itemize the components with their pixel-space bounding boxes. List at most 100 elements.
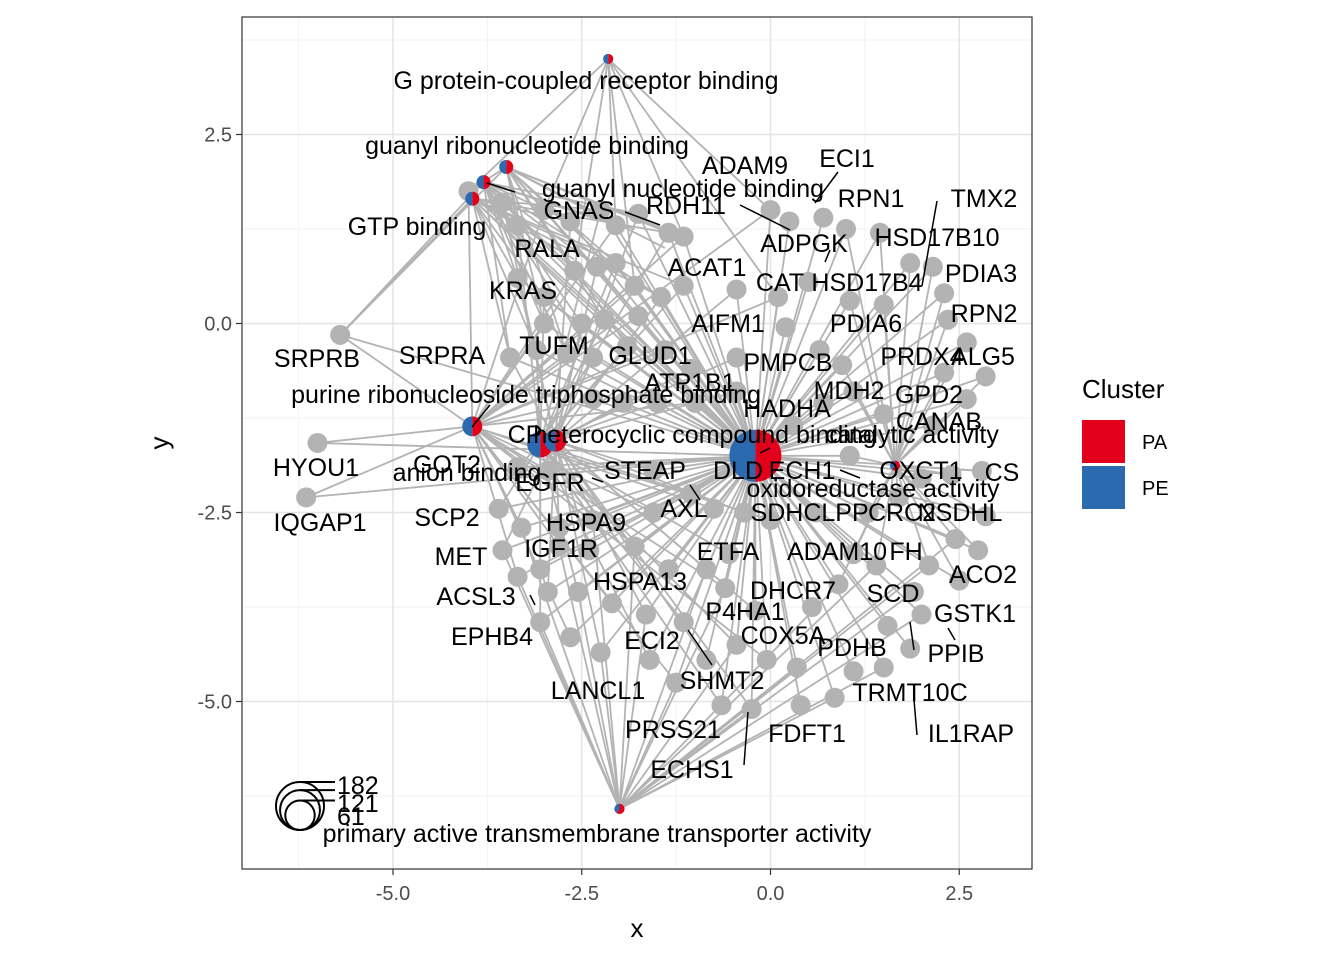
gene-label: ECH1 bbox=[769, 457, 836, 485]
gene-node bbox=[492, 540, 512, 560]
gene-node bbox=[538, 582, 558, 602]
gene-label: PDIA6 bbox=[830, 310, 902, 338]
gene-label: IGF1R bbox=[524, 535, 598, 563]
gene-label: CS bbox=[985, 459, 1020, 487]
gene-label: IL1RAP bbox=[928, 720, 1014, 748]
gene-label: ADPGK bbox=[760, 230, 848, 258]
gene-label: OXCT1 bbox=[879, 457, 962, 485]
gene-label: AIFM1 bbox=[691, 310, 765, 338]
gene-label: SRPRB bbox=[274, 345, 360, 373]
gene-node bbox=[636, 605, 656, 625]
gene-node bbox=[832, 355, 852, 375]
gene-label: LANCL1 bbox=[551, 677, 646, 705]
gene-label: COX5A bbox=[741, 622, 826, 650]
gene-label: IQGAP1 bbox=[273, 509, 366, 537]
gene-label: HADHA bbox=[743, 395, 831, 423]
gene-node bbox=[628, 306, 648, 326]
gene-label: HSD17B10 bbox=[874, 224, 999, 252]
gene-label: ETFA bbox=[697, 538, 760, 566]
gene-label: GNAS bbox=[544, 197, 615, 225]
gene-label: AXL bbox=[660, 495, 707, 523]
gene-label: FH bbox=[889, 538, 922, 566]
gene-label: SRPRA bbox=[399, 342, 485, 370]
cluster-legend: ClusterPAPE bbox=[1082, 374, 1169, 509]
gene-node bbox=[742, 699, 762, 719]
x-axis-title: x bbox=[631, 913, 644, 943]
gene-label: SDHC bbox=[751, 499, 822, 527]
gene-node bbox=[296, 487, 316, 507]
gene-label: PDHB bbox=[817, 634, 886, 662]
gene-label: DLD bbox=[713, 457, 763, 485]
x-tick-label: 0.0 bbox=[757, 883, 785, 905]
gene-label: NSDHL bbox=[918, 499, 1003, 527]
gene-node bbox=[968, 540, 988, 560]
gene-label: FDFT1 bbox=[768, 720, 846, 748]
gene-label: RPN2 bbox=[951, 300, 1018, 328]
y-axis-title: y bbox=[144, 437, 174, 450]
category-label: GTP binding bbox=[348, 213, 487, 241]
y-tick-label: -5.0 bbox=[198, 692, 232, 714]
gene-node bbox=[560, 627, 580, 647]
y-tick-label: -2.5 bbox=[198, 503, 232, 525]
gene-node bbox=[606, 253, 626, 273]
gene-label: PPIB bbox=[928, 640, 985, 668]
gene-node bbox=[945, 529, 965, 549]
category-node bbox=[465, 192, 479, 206]
gene-node bbox=[602, 593, 622, 613]
gene-node bbox=[776, 317, 796, 337]
gene-node bbox=[587, 257, 607, 277]
gene-label: SCD bbox=[867, 580, 920, 608]
gene-node bbox=[825, 688, 845, 708]
plot-panel: G protein-coupled receptor bindingguanyl… bbox=[242, 17, 1032, 869]
gene-label: ATP1B1 bbox=[644, 369, 735, 397]
gene-node bbox=[651, 287, 671, 307]
gene-label: RPN1 bbox=[838, 185, 905, 213]
gene-label: EPHB4 bbox=[451, 623, 533, 651]
gene-label: KRAS bbox=[489, 277, 557, 305]
category-label: primary active transmembrane transporter… bbox=[323, 820, 872, 848]
size-legend-label: 61 bbox=[337, 803, 365, 831]
gene-label: GOT2 bbox=[413, 451, 481, 479]
gene-label: EGFR bbox=[515, 469, 584, 497]
gene-node bbox=[530, 612, 550, 632]
gene-label: GSTK1 bbox=[934, 600, 1016, 628]
gene-label: STEAP bbox=[604, 457, 686, 485]
gene-label: PRSS21 bbox=[625, 716, 721, 744]
gene-label: ACAT1 bbox=[668, 254, 747, 282]
legend-title: Cluster bbox=[1082, 374, 1165, 404]
gene-node bbox=[591, 642, 611, 662]
x-tick-label: 2.5 bbox=[945, 883, 973, 905]
category-node bbox=[499, 160, 513, 174]
category-node bbox=[614, 804, 624, 814]
gene-label: ACSL3 bbox=[436, 583, 515, 611]
gene-label: HSPA9 bbox=[546, 509, 626, 537]
gene-node bbox=[791, 695, 811, 715]
gene-node bbox=[308, 433, 328, 453]
gene-node bbox=[594, 310, 614, 330]
gene-label: HSD17B4 bbox=[811, 269, 922, 297]
gene-label: SHMT2 bbox=[680, 667, 765, 695]
gene-node bbox=[779, 211, 799, 231]
gene-node bbox=[572, 314, 592, 334]
category-label: G protein-coupled receptor binding bbox=[394, 67, 779, 95]
gene-node bbox=[727, 279, 747, 299]
gene-label: CAT bbox=[756, 269, 804, 297]
legend-key-pe bbox=[1082, 466, 1125, 509]
y-tick-label: 0.0 bbox=[204, 314, 232, 336]
gene-node bbox=[568, 582, 588, 602]
gene-label: RALA bbox=[514, 235, 580, 263]
gene-label: PMPCB bbox=[744, 349, 833, 377]
legend-label-pa: PA bbox=[1142, 432, 1168, 454]
gene-label: TMX2 bbox=[951, 185, 1018, 213]
gene-label: ACO2 bbox=[949, 561, 1017, 589]
gene-node bbox=[489, 499, 509, 519]
gene-label: PDIA3 bbox=[945, 260, 1017, 288]
gene-node bbox=[564, 261, 584, 281]
gene-node bbox=[492, 193, 512, 213]
gene-label: SCP2 bbox=[414, 504, 479, 532]
gene-label: ALG5 bbox=[951, 343, 1015, 371]
x-tick-label: -2.5 bbox=[565, 883, 599, 905]
gene-label: HYOU1 bbox=[273, 454, 359, 482]
gene-node bbox=[900, 639, 920, 659]
